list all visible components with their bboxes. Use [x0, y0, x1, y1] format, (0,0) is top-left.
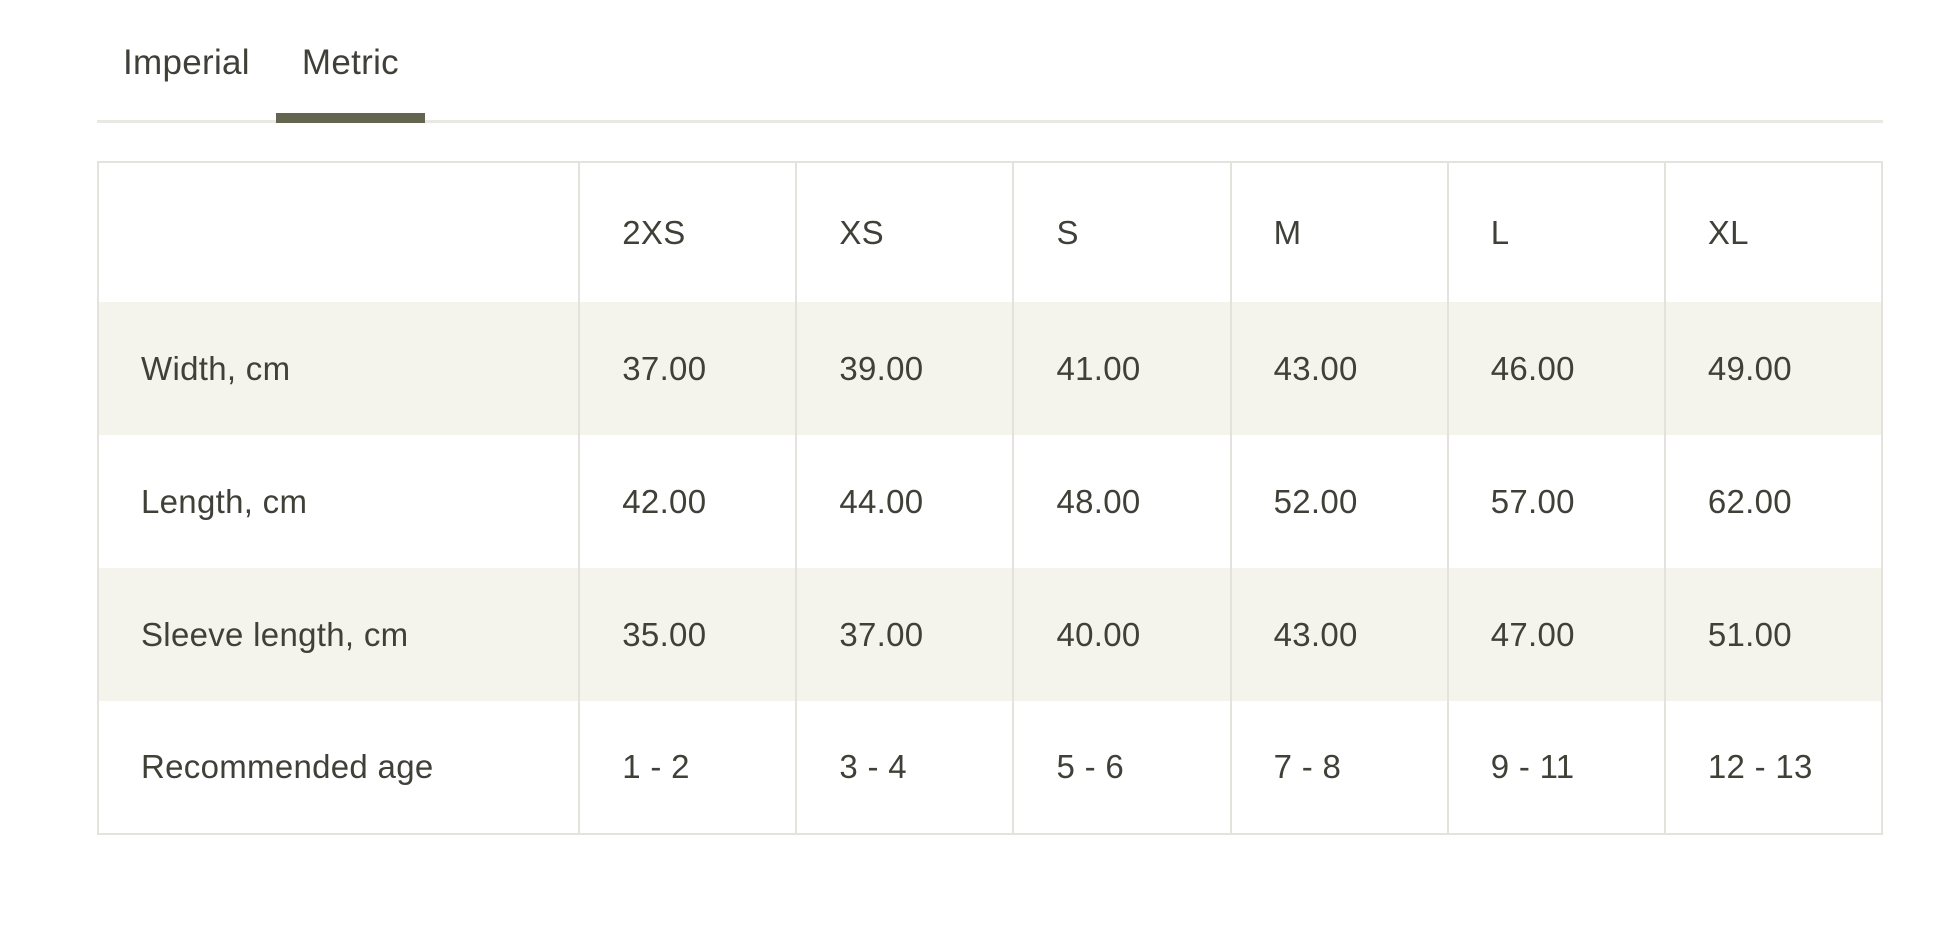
size-col-header-xs: XS — [795, 161, 1015, 302]
row-label: Length, cm — [96, 435, 581, 568]
tab-metric[interactable]: Metric — [275, 40, 426, 123]
cell-value: 7 - 8 — [1229, 701, 1449, 835]
size-header-row: 2XS XS S M L XL — [96, 161, 1884, 302]
table-row-recommended-age: Recommended age 1 - 2 3 - 4 5 - 6 7 - 8 … — [96, 701, 1884, 835]
size-col-header-xl: XL — [1663, 161, 1884, 302]
table-row-length: Length, cm 42.00 44.00 48.00 52.00 57.00… — [96, 435, 1884, 568]
tab-imperial[interactable]: Imperial — [123, 43, 250, 82]
size-col-header-m: M — [1229, 161, 1449, 302]
cell-value: 43.00 — [1229, 568, 1449, 701]
size-col-header-s: S — [1012, 161, 1232, 302]
cell-value: 46.00 — [1446, 302, 1666, 435]
cell-value: 48.00 — [1012, 435, 1232, 568]
cell-value: 37.00 — [578, 302, 798, 435]
cell-value: 57.00 — [1446, 435, 1666, 568]
row-label: Width, cm — [96, 302, 581, 435]
size-chart-table: 2XS XS S M L XL Width, cm 37.00 39.00 41… — [96, 161, 1884, 835]
cell-value: 47.00 — [1446, 568, 1666, 701]
cell-value: 52.00 — [1229, 435, 1449, 568]
cell-value: 37.00 — [795, 568, 1015, 701]
cell-value: 12 - 13 — [1663, 701, 1884, 835]
size-guide-panel: Imperial Metric 2XS XS S M L XL Width, c… — [96, 0, 1884, 835]
cell-value: 44.00 — [795, 435, 1015, 568]
cell-value: 3 - 4 — [795, 701, 1015, 835]
cell-value: 39.00 — [795, 302, 1015, 435]
cell-value: 43.00 — [1229, 302, 1449, 435]
table-row-width: Width, cm 37.00 39.00 41.00 43.00 46.00 … — [96, 302, 1884, 435]
cell-value: 51.00 — [1663, 568, 1884, 701]
corner-cell — [96, 161, 581, 302]
cell-value: 49.00 — [1663, 302, 1884, 435]
size-col-header-2xs: 2XS — [578, 161, 798, 302]
size-col-header-l: L — [1446, 161, 1666, 302]
cell-value: 5 - 6 — [1012, 701, 1232, 835]
row-label: Sleeve length, cm — [96, 568, 581, 701]
table-row-sleeve-length: Sleeve length, cm 35.00 37.00 40.00 43.0… — [96, 568, 1884, 701]
cell-value: 42.00 — [578, 435, 798, 568]
cell-value: 9 - 11 — [1446, 701, 1666, 835]
cell-value: 41.00 — [1012, 302, 1232, 435]
cell-value: 35.00 — [578, 568, 798, 701]
cell-value: 1 - 2 — [578, 701, 798, 835]
cell-value: 40.00 — [1012, 568, 1232, 701]
cell-value: 62.00 — [1663, 435, 1884, 568]
row-label: Recommended age — [96, 701, 581, 835]
unit-tabs: Imperial Metric — [97, 40, 1883, 123]
